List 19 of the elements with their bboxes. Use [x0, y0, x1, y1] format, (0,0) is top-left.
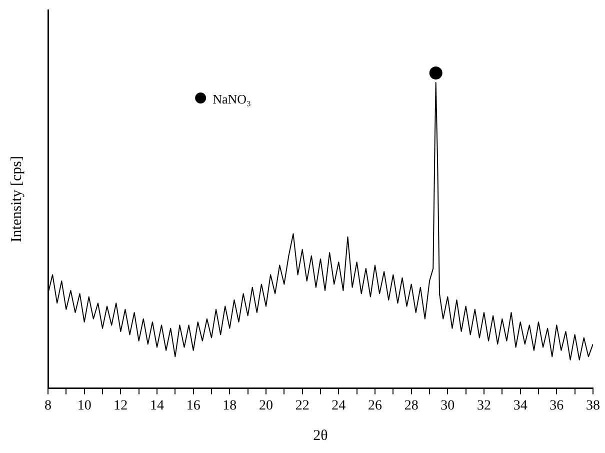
x-tick-label: 32 [477, 398, 491, 414]
x-tick-label: 18 [222, 398, 237, 414]
y-axis-title: Intensity [cps] [8, 156, 25, 242]
x-tick-label: 8 [44, 398, 52, 414]
x-tick-label: 36 [550, 398, 564, 414]
x-tick-label: 10 [77, 398, 92, 414]
x-tick-label: 30 [440, 398, 455, 414]
x-tick-label: 38 [586, 398, 600, 414]
x-tick-label: 12 [114, 398, 128, 414]
x-tick-label: 14 [150, 398, 164, 414]
x-tick-label: 34 [513, 398, 528, 414]
x-tick-label: 28 [404, 398, 418, 414]
x-tick-label: 22 [295, 398, 310, 414]
x-axis-title: 2θ [313, 428, 328, 444]
legend-label: NaNO₃ [212, 91, 252, 106]
x-tick-label: 20 [259, 398, 273, 414]
x-tick-label: 16 [186, 398, 200, 414]
x-tick-label: 26 [368, 398, 382, 414]
x-tick-label: 24 [332, 398, 346, 414]
